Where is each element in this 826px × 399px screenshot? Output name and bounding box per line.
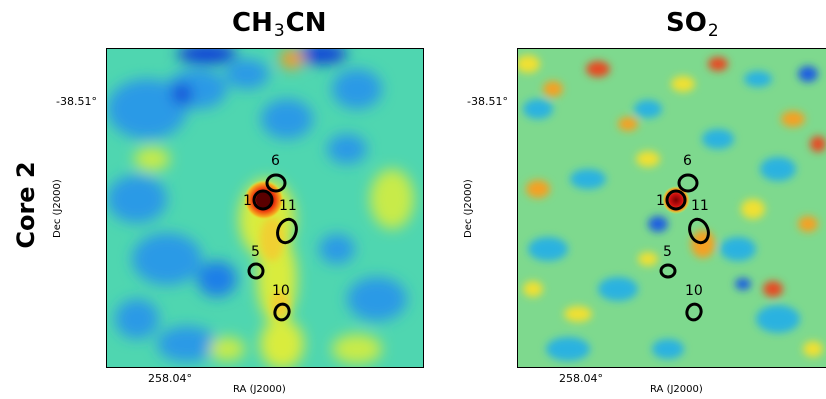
source-label-1-so2: 1 [656,193,665,209]
source-label-1: 1 [243,193,252,209]
source-ellipse-11 [276,217,298,245]
source-ellipse-5 [247,262,265,280]
source-ellipse-1-so2 [665,189,687,211]
map-ch3cn: 6 1 11 5 10 [106,48,424,368]
ytick-ch3cn: -38.51° [56,95,97,108]
row-label-text: Core 2 [12,161,40,249]
panel-title-ch3cn: CH3CN [232,8,327,41]
source-label-5: 5 [251,244,260,260]
source-ellipse-6 [265,173,287,193]
ytick-so2: -38.51° [467,95,508,108]
map-so2-image: 6 1 11 5 10 [518,49,826,367]
source-label-5-so2: 5 [663,244,672,260]
source-label-11: 11 [279,198,297,214]
row-label: Core 2 [8,140,44,270]
xlabel-ch3cn: RA (J2000) [233,384,286,395]
ylabel-ch3cn: Dec (J2000) [52,179,63,238]
map-so2: 6 1 11 5 10 [517,48,826,368]
source-ellipse-5-so2 [659,263,677,279]
panel-title-so2: SO2 [666,8,719,41]
source-ellipse-11-so2 [688,217,710,245]
xlabel-so2: RA (J2000) [650,384,703,395]
map-ch3cn-image: 6 1 11 5 10 [107,49,423,367]
source-label-6-so2: 6 [683,153,692,169]
source-ellipse-1 [252,189,274,211]
source-label-11-so2: 11 [691,198,709,214]
xtick-so2: 258.04° [559,372,603,385]
source-label-10-so2: 10 [685,283,703,299]
xtick-ch3cn: 258.04° [148,372,192,385]
ylabel-so2: Dec (J2000) [463,179,474,238]
source-label-6: 6 [271,153,280,169]
source-ellipse-10 [273,302,291,322]
source-label-10: 10 [272,283,290,299]
source-ellipse-6-so2 [677,173,699,193]
source-ellipse-10-so2 [685,302,703,322]
